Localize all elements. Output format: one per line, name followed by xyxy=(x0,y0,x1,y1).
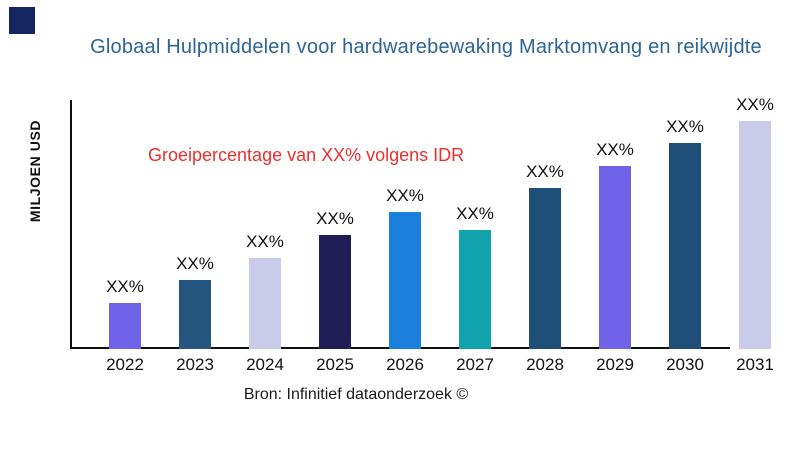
x-tick-label-2023: 2023 xyxy=(176,355,214,374)
bar-2026 xyxy=(389,212,421,349)
bar-value-label-2022: XX% xyxy=(106,277,144,296)
logo-square xyxy=(9,7,35,34)
bar-2027 xyxy=(459,230,491,349)
bar-2028 xyxy=(529,188,561,349)
bar-value-label-2031: XX% xyxy=(736,95,774,114)
source-attribution: Bron: Infinitief dataonderzoek © xyxy=(243,386,469,403)
bar-value-label-2027: XX% xyxy=(456,204,494,223)
x-tick-label-2024: 2024 xyxy=(246,355,284,374)
bar-2029 xyxy=(599,166,631,349)
bar-2030 xyxy=(669,143,701,349)
chart-title: Globaal Hulpmiddelen voor hardwarebewaki… xyxy=(90,36,762,58)
bar-2023 xyxy=(179,280,211,349)
bar-value-label-2029: XX% xyxy=(596,140,634,159)
x-tick-label-2022: 2022 xyxy=(106,355,144,374)
x-tick-label-2029: 2029 xyxy=(596,355,634,374)
bar-value-label-2024: XX% xyxy=(246,232,284,251)
y-axis-label: MILJOEN USD xyxy=(27,119,43,223)
x-tick-label-2031: 2031 xyxy=(736,355,774,374)
y-axis-line xyxy=(70,100,72,349)
bar-value-label-2023: XX% xyxy=(176,254,214,273)
x-tick-label-2025: 2025 xyxy=(316,355,354,374)
bar-2022 xyxy=(109,303,141,349)
bar-2025 xyxy=(319,235,351,349)
bar-value-label-2025: XX% xyxy=(316,209,354,228)
x-tick-label-2030: 2030 xyxy=(666,355,704,374)
x-tick-label-2026: 2026 xyxy=(386,355,424,374)
x-tick-label-2027: 2027 xyxy=(456,355,494,374)
bar-value-label-2028: XX% xyxy=(526,162,564,181)
bar-value-label-2030: XX% xyxy=(666,117,704,136)
bar-value-label-2026: XX% xyxy=(386,186,424,205)
bar-2024 xyxy=(249,258,281,349)
bar-2031 xyxy=(739,121,771,349)
x-tick-label-2028: 2028 xyxy=(526,355,564,374)
growth-annotation: Groeipercentage van XX% volgens IDR xyxy=(148,145,465,165)
